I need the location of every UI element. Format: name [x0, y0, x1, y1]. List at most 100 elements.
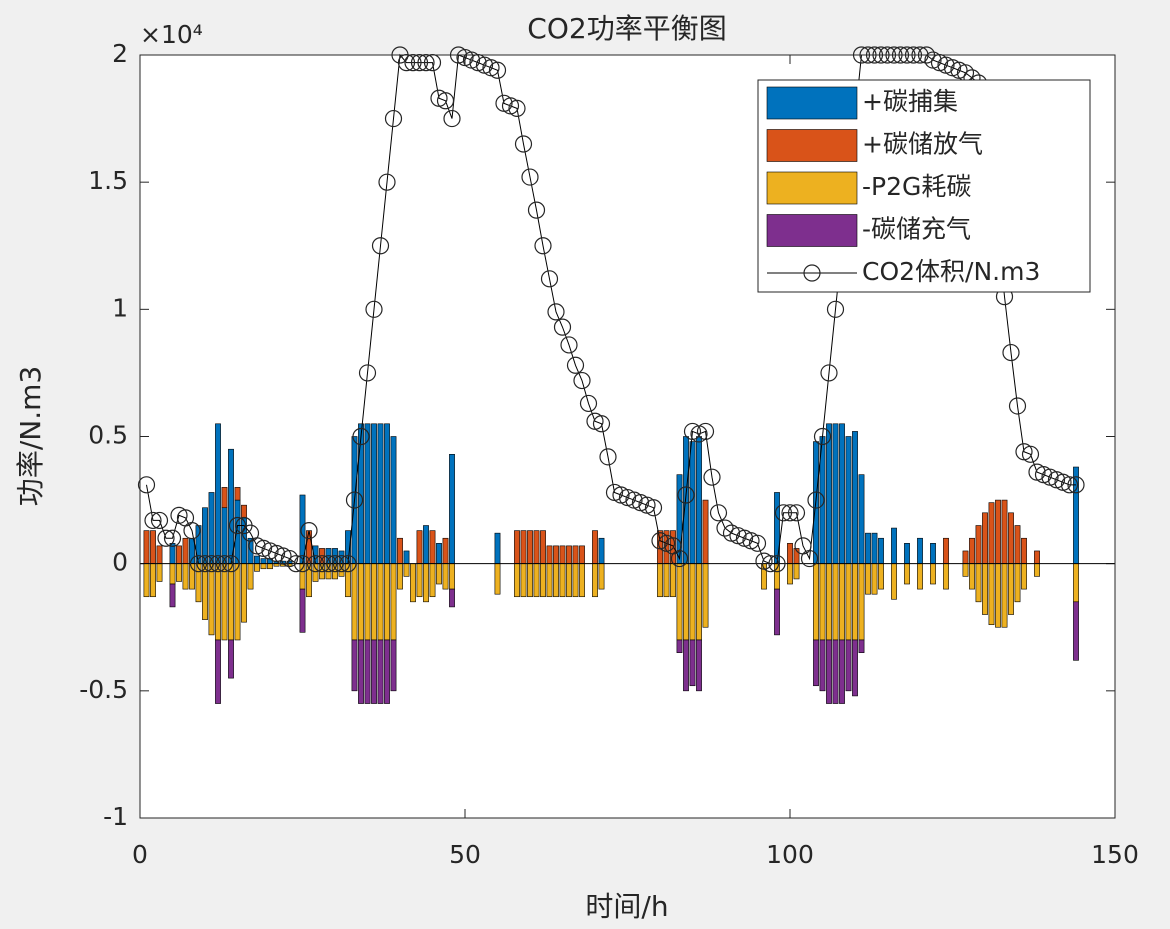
bar — [865, 532, 871, 564]
bar — [397, 563, 403, 590]
marker — [508, 99, 526, 118]
marker — [443, 109, 461, 128]
bar — [247, 563, 254, 590]
bar — [878, 537, 884, 564]
bar — [436, 563, 442, 585]
bar — [423, 563, 429, 603]
marker — [820, 364, 838, 382]
bar — [397, 537, 403, 564]
marker — [579, 394, 598, 413]
legend-label: -P2G耗碳 — [862, 172, 971, 201]
bar — [371, 639, 377, 704]
y-tick-label: -0.5 — [79, 675, 128, 704]
marker — [384, 109, 403, 128]
marker — [488, 61, 507, 79]
bar — [533, 530, 540, 564]
bar — [254, 555, 260, 564]
bar — [1008, 563, 1014, 615]
marker — [436, 92, 455, 110]
bar — [169, 563, 176, 585]
marker — [521, 168, 539, 186]
bar — [1034, 563, 1040, 577]
bar — [143, 563, 150, 598]
bar — [351, 639, 358, 692]
bar — [832, 423, 839, 564]
bar — [852, 431, 858, 564]
bar — [852, 563, 858, 641]
marker — [813, 427, 832, 446]
marker — [787, 504, 806, 522]
bar — [579, 545, 585, 564]
bar — [364, 639, 371, 704]
bar — [657, 563, 663, 598]
marker — [280, 549, 299, 568]
marker — [202, 555, 221, 573]
bar — [442, 537, 449, 564]
marker — [807, 491, 825, 509]
marker — [300, 522, 318, 540]
marker — [222, 555, 240, 573]
bar — [371, 423, 377, 564]
bar — [267, 563, 273, 570]
bar — [449, 588, 455, 608]
marker — [800, 549, 819, 568]
bar — [143, 530, 150, 564]
marker — [748, 534, 767, 552]
bar — [221, 487, 228, 509]
y-tick-label: 0.5 — [88, 421, 128, 450]
bar — [364, 563, 371, 641]
bar — [839, 563, 845, 641]
bar — [442, 563, 449, 590]
bar — [696, 563, 702, 641]
bar — [689, 441, 696, 564]
y-axis-label: 功率/N.m3 — [14, 366, 47, 506]
bar — [917, 563, 923, 590]
bar — [962, 550, 969, 564]
bar — [845, 639, 852, 692]
y-tick-label: 1.5 — [88, 166, 128, 195]
bar — [1014, 525, 1021, 564]
marker — [1021, 445, 1040, 463]
marker — [703, 468, 721, 486]
marker — [553, 318, 572, 336]
bar — [1001, 563, 1008, 628]
bar — [182, 537, 189, 564]
marker — [293, 555, 312, 573]
bar — [995, 499, 1001, 564]
bar — [1021, 563, 1027, 590]
bar — [254, 563, 260, 572]
bar — [702, 563, 709, 628]
marker — [332, 555, 351, 573]
marker — [781, 504, 799, 522]
bar — [150, 530, 156, 564]
bar — [1014, 563, 1021, 603]
bar — [228, 639, 234, 679]
legend-label: +碳捕集 — [862, 87, 958, 116]
bar — [676, 563, 683, 641]
bar — [449, 454, 455, 564]
marker — [540, 270, 559, 288]
bar — [234, 563, 241, 641]
bar — [1008, 512, 1014, 564]
bar — [1034, 550, 1040, 564]
marker — [1067, 476, 1085, 494]
bar — [858, 639, 865, 653]
marker — [761, 555, 780, 573]
bar — [169, 583, 176, 608]
legend-swatch — [766, 214, 858, 247]
bar — [215, 563, 221, 641]
bar — [559, 545, 566, 564]
legend-swatch — [766, 171, 858, 205]
marker — [1060, 476, 1079, 494]
bar — [384, 563, 390, 641]
marker — [144, 511, 162, 530]
bar — [845, 436, 852, 564]
bar — [793, 563, 800, 580]
marker — [644, 499, 663, 517]
marker — [566, 356, 585, 374]
marker — [514, 135, 533, 153]
bar — [221, 563, 228, 641]
bar — [377, 563, 384, 641]
bar — [858, 474, 865, 564]
bar — [689, 563, 696, 641]
